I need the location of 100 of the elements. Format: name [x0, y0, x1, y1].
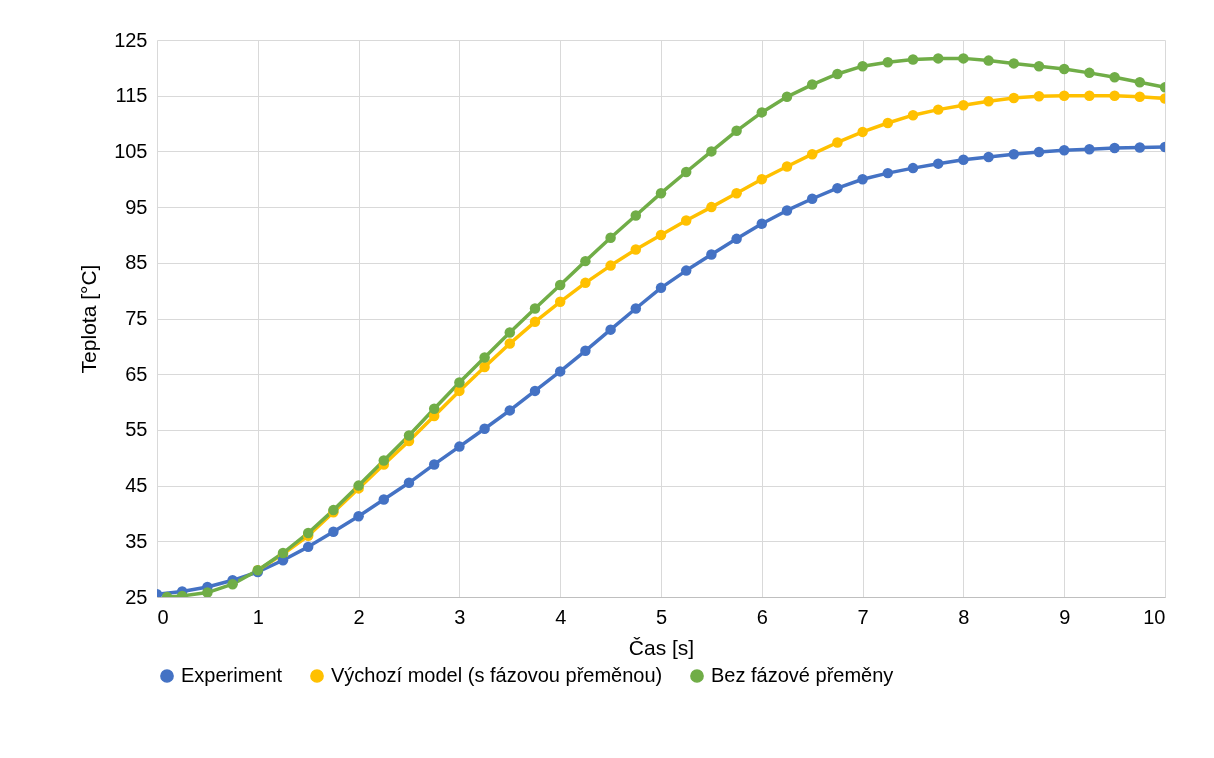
point [580, 277, 591, 289]
point [1109, 90, 1120, 101]
point [932, 53, 944, 64]
point [781, 205, 793, 216]
point [832, 182, 843, 194]
point [479, 352, 490, 363]
point [1058, 90, 1070, 101]
point [1033, 146, 1045, 158]
y-tick-label: 25 [125, 585, 148, 608]
y-tick-label: 85 [125, 251, 148, 274]
point [302, 541, 314, 553]
point [655, 282, 667, 294]
point [504, 327, 516, 338]
point [983, 55, 994, 66]
point [378, 494, 390, 505]
point [630, 303, 642, 314]
point [655, 229, 667, 241]
point [907, 109, 919, 121]
x-axis-title: Čas [s] [628, 635, 695, 659]
point [529, 385, 541, 397]
point [1084, 90, 1095, 101]
point [328, 526, 339, 538]
y-axis-title: Teplota [°C] [77, 264, 101, 374]
point [580, 255, 591, 267]
point [454, 377, 465, 388]
y-tick-label: 35 [125, 529, 148, 552]
point [907, 54, 919, 65]
point [958, 154, 969, 165]
point [806, 79, 818, 90]
point [806, 193, 818, 204]
point [1134, 91, 1146, 103]
point [1058, 145, 1070, 156]
point [832, 68, 843, 80]
point [857, 126, 868, 138]
point [554, 366, 566, 377]
point [605, 260, 616, 271]
point [554, 279, 566, 291]
point [202, 587, 213, 597]
point [882, 117, 894, 129]
legend-label: Bez fázové přeměny [711, 664, 894, 686]
point [504, 405, 516, 416]
point [479, 361, 490, 373]
point [1109, 72, 1120, 83]
point [756, 218, 768, 230]
point [1008, 148, 1020, 160]
point [428, 403, 440, 414]
x-tick-label: 3 [454, 605, 466, 628]
point [958, 99, 969, 111]
point [731, 125, 742, 137]
point [378, 455, 390, 466]
point [479, 423, 490, 435]
point [932, 158, 944, 169]
point [1008, 58, 1020, 69]
point [630, 244, 642, 255]
y-tick-label: 95 [125, 195, 148, 218]
point [454, 441, 465, 452]
point [706, 146, 717, 157]
point [529, 316, 541, 328]
point [1084, 67, 1095, 79]
point [1008, 92, 1020, 104]
x-tick-label: 8 [958, 605, 970, 628]
point [756, 107, 768, 118]
point [529, 303, 541, 314]
point [504, 338, 516, 349]
point [655, 187, 667, 199]
x-tick-label: 10 [1143, 605, 1166, 628]
y-tick-label: 115 [115, 84, 148, 107]
x-tick-label: 9 [1059, 605, 1071, 628]
point [706, 249, 717, 260]
point [1109, 142, 1120, 154]
y-tick-label: 45 [125, 474, 148, 497]
x-tick-label: 5 [655, 605, 668, 628]
point [781, 91, 793, 103]
point [806, 148, 818, 160]
point [353, 511, 364, 522]
y-tick-label: 105 [114, 139, 148, 162]
point [1084, 143, 1095, 155]
point [781, 161, 793, 172]
point [756, 174, 768, 185]
y-tick-label: 55 [125, 418, 148, 441]
point [1134, 142, 1146, 153]
point [680, 166, 692, 178]
x-tick-label: 4 [555, 605, 567, 628]
x-tick-label: 7 [857, 605, 869, 628]
point [731, 233, 742, 245]
point [882, 167, 894, 179]
legend-label: Experiment [181, 664, 283, 686]
point [706, 201, 717, 213]
point [680, 265, 692, 276]
point [983, 151, 994, 163]
y-tick-label: 65 [125, 362, 148, 385]
point [857, 60, 868, 72]
point [932, 104, 944, 115]
point [680, 215, 692, 226]
point [1134, 77, 1146, 88]
y-tick-label: 75 [125, 307, 148, 329]
point [227, 578, 238, 590]
x-tick-label: 1 [252, 605, 264, 628]
point [630, 210, 642, 221]
point [554, 296, 566, 308]
